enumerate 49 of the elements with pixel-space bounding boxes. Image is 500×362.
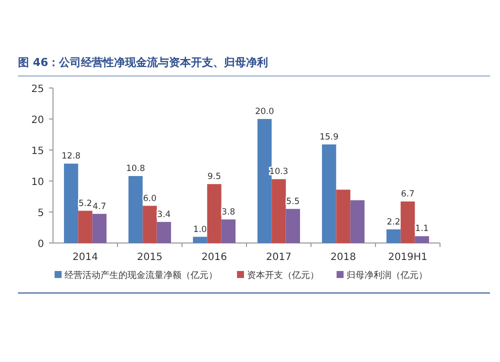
data-label: 1.1 bbox=[415, 224, 429, 234]
data-label: 5.2 bbox=[78, 198, 92, 209]
x-tick-label: 2017 bbox=[266, 252, 292, 263]
data-label: 3.8 bbox=[222, 207, 236, 218]
y-tick-label: 0 bbox=[38, 239, 44, 250]
data-label: 10.8 bbox=[126, 164, 146, 174]
bar bbox=[64, 164, 78, 243]
data-label: 6.0 bbox=[142, 194, 157, 204]
legend-label: 经营活动产生的现金流量净额（亿元） bbox=[64, 270, 218, 281]
bar bbox=[272, 179, 286, 243]
bar bbox=[142, 206, 157, 243]
bar bbox=[286, 208, 300, 243]
x-tick-label: 2014 bbox=[72, 252, 98, 263]
y-tick-label: 5 bbox=[38, 208, 44, 219]
bar bbox=[78, 210, 92, 243]
x-tick-label: 2016 bbox=[202, 252, 227, 263]
data-label: 20.0 bbox=[255, 107, 274, 117]
legend-label: 归母净利润（亿元） bbox=[346, 270, 428, 281]
data-label: 9.5 bbox=[207, 172, 222, 182]
bar bbox=[221, 219, 236, 243]
x-tick-label: 2019H1 bbox=[388, 252, 428, 263]
bar bbox=[192, 236, 208, 243]
data-label: 1.0 bbox=[193, 224, 207, 235]
bar bbox=[92, 214, 107, 243]
y-tick-label: 20 bbox=[31, 115, 44, 126]
data-label: 12.8 bbox=[62, 152, 81, 162]
data-label: 3.4 bbox=[157, 210, 171, 220]
bar bbox=[207, 184, 222, 243]
bar bbox=[400, 201, 415, 243]
x-tick-label: 2018 bbox=[330, 252, 356, 263]
data-label: 2.2 bbox=[386, 217, 400, 228]
bar bbox=[414, 236, 430, 243]
y-tick-label: 15 bbox=[31, 146, 44, 157]
data-label: 5.5 bbox=[286, 196, 300, 207]
bar bbox=[257, 119, 272, 243]
bar bbox=[336, 190, 350, 243]
y-tick-label: 10 bbox=[31, 177, 44, 188]
data-label: 4.7 bbox=[92, 202, 106, 212]
y-tick-label: 25 bbox=[31, 84, 44, 95]
data-label: 6.7 bbox=[400, 189, 415, 200]
bar bbox=[386, 229, 401, 243]
data-label: 15.9 bbox=[320, 132, 339, 142]
x-tick-label: 2015 bbox=[137, 252, 162, 263]
legend-label: 资本开支（亿元） bbox=[247, 270, 319, 281]
bar bbox=[128, 176, 143, 243]
chart-title: 图 46：公司经营性净现金流与资本开支、归母净利 bbox=[18, 56, 268, 69]
bar bbox=[350, 200, 365, 243]
bar bbox=[322, 144, 336, 243]
bar bbox=[156, 222, 172, 243]
